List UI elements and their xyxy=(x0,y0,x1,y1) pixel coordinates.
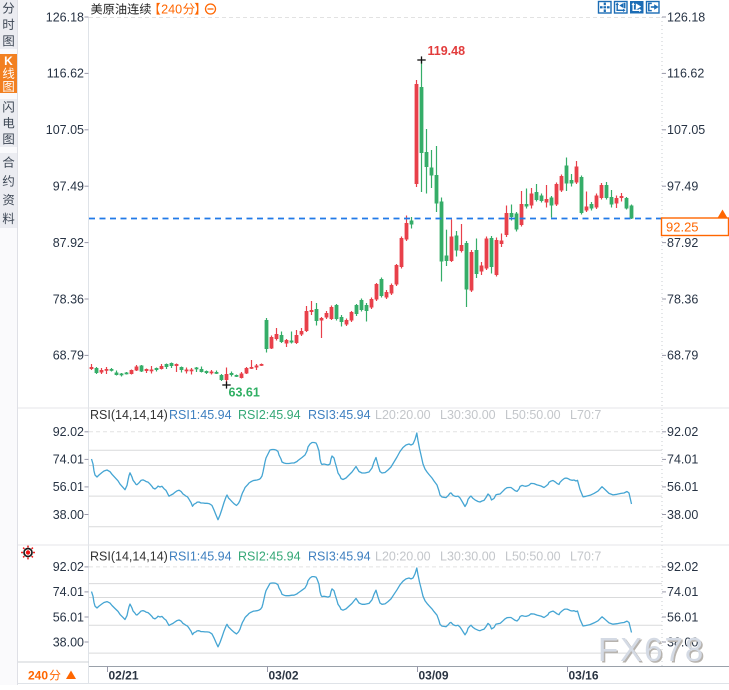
svg-text:97.49: 97.49 xyxy=(667,180,698,194)
svg-text:92.02: 92.02 xyxy=(53,425,84,439)
svg-text:03/02: 03/02 xyxy=(269,669,299,683)
svg-text:78.36: 78.36 xyxy=(667,292,698,306)
svg-text:RSI3:45.94: RSI3:45.94 xyxy=(308,408,371,422)
svg-text:78.36: 78.36 xyxy=(53,292,84,306)
svg-text:68.79: 68.79 xyxy=(667,349,698,363)
svg-text:L20:20.00: L20:20.00 xyxy=(375,550,431,564)
svg-text:K: K xyxy=(4,54,13,68)
svg-text:116.62: 116.62 xyxy=(667,67,704,81)
svg-text:03/09: 03/09 xyxy=(419,669,449,683)
svg-text:38.00: 38.00 xyxy=(53,635,84,649)
svg-text:56.01: 56.01 xyxy=(53,610,84,624)
svg-text:FX678: FX678 xyxy=(598,631,705,668)
svg-text:92.02: 92.02 xyxy=(667,560,698,574)
svg-text:63.61: 63.61 xyxy=(229,386,260,400)
svg-text:97.49: 97.49 xyxy=(53,180,84,194)
svg-text:38.00: 38.00 xyxy=(53,508,84,522)
svg-text:74.01: 74.01 xyxy=(667,453,698,467)
svg-text:RSI2:45.94: RSI2:45.94 xyxy=(238,408,301,422)
svg-text:RSI1:45.94: RSI1:45.94 xyxy=(169,550,232,564)
svg-text:02/21: 02/21 xyxy=(109,669,139,683)
svg-text:126.18: 126.18 xyxy=(46,10,84,24)
svg-text:107.05: 107.05 xyxy=(667,123,705,137)
svg-text:RSI(14,14,14): RSI(14,14,14) xyxy=(90,408,168,422)
svg-text:L70:7: L70:7 xyxy=(570,550,601,564)
svg-text:56.01: 56.01 xyxy=(53,480,84,494)
svg-text:38.00: 38.00 xyxy=(667,635,698,649)
svg-text:38.00: 38.00 xyxy=(667,508,698,522)
svg-text:RSI(14,14,14): RSI(14,14,14) xyxy=(90,550,168,564)
svg-text:L50:50.00: L50:50.00 xyxy=(505,408,561,422)
svg-text:56.01: 56.01 xyxy=(667,610,698,624)
svg-text:92.02: 92.02 xyxy=(53,560,84,574)
svg-text:126.18: 126.18 xyxy=(667,10,705,24)
svg-text:74.01: 74.01 xyxy=(53,585,84,599)
svg-text:FX678: FX678 xyxy=(600,633,707,670)
svg-text:107.05: 107.05 xyxy=(46,123,84,137)
svg-text:RSI3:45.94: RSI3:45.94 xyxy=(308,550,371,564)
svg-text:92.25: 92.25 xyxy=(666,220,699,235)
svg-text:87.92: 87.92 xyxy=(53,236,84,250)
svg-text:L30:30.00: L30:30.00 xyxy=(440,408,496,422)
svg-text:92.02: 92.02 xyxy=(667,425,698,439)
svg-text:74.01: 74.01 xyxy=(53,453,84,467)
svg-text:L30:30.00: L30:30.00 xyxy=(440,550,496,564)
svg-text:L20:20.00: L20:20.00 xyxy=(375,408,431,422)
svg-text:240: 240 xyxy=(161,3,182,17)
svg-text:116.62: 116.62 xyxy=(47,67,84,81)
svg-text:RSI2:45.94: RSI2:45.94 xyxy=(238,550,301,564)
svg-text:L70:7: L70:7 xyxy=(570,408,601,422)
svg-text:RSI1:45.94: RSI1:45.94 xyxy=(169,408,232,422)
svg-text:74.01: 74.01 xyxy=(667,585,698,599)
svg-text:240: 240 xyxy=(28,669,48,683)
svg-text:87.92: 87.92 xyxy=(667,236,698,250)
svg-text:119.48: 119.48 xyxy=(428,44,466,58)
svg-text:68.79: 68.79 xyxy=(53,349,84,363)
svg-text:03/16: 03/16 xyxy=(569,669,599,683)
svg-text:56.01: 56.01 xyxy=(667,480,698,494)
svg-text:L50:50.00: L50:50.00 xyxy=(505,550,561,564)
